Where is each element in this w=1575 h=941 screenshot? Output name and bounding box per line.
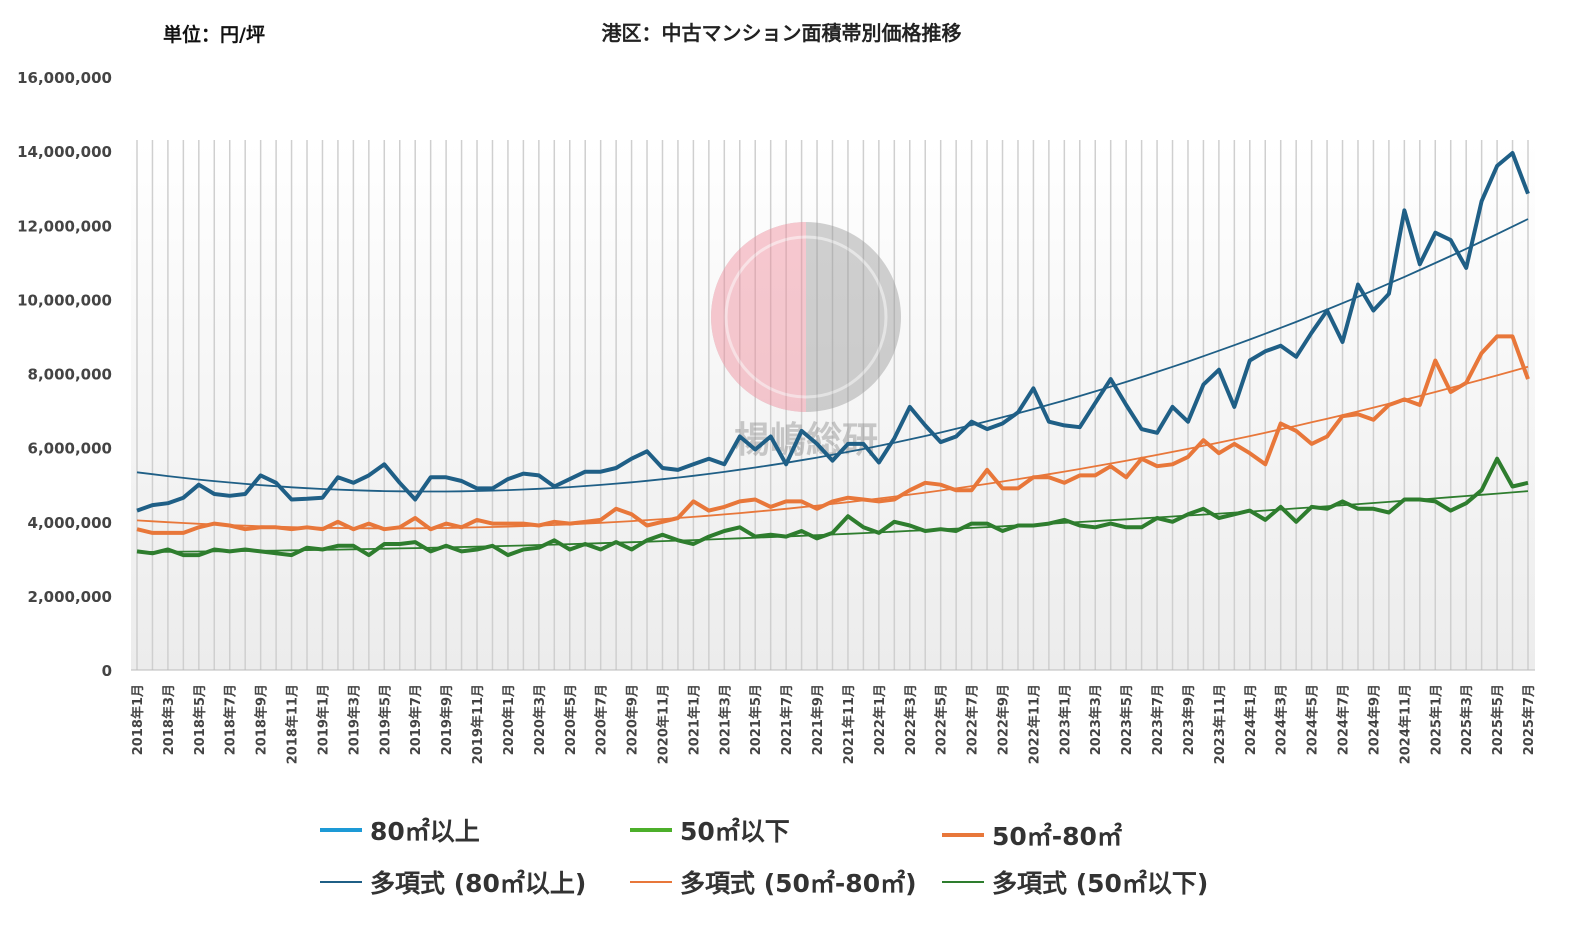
legend-label-50-under: 50㎡以下 xyxy=(680,817,790,846)
x-tick-label: 2023年3月 xyxy=(1088,684,1104,755)
gridlines xyxy=(131,140,1535,671)
chart-title: 港区：中古マンション面積帯別価格推移 xyxy=(0,17,1575,46)
legend-swatch-50-under xyxy=(630,828,672,832)
legend-label-80-plus: 80㎡以上 xyxy=(370,817,480,846)
x-tick-label: 2018年3月 xyxy=(161,684,177,755)
x-tick-label: 2020年9月 xyxy=(625,684,641,755)
x-axis: 2018年1月 2018年3月 2018年5月 2018年7月 2018年9月 2018年… xyxy=(130,684,1537,764)
x-tick-label: 2022年3月 xyxy=(903,684,919,755)
y-tick-label: 6,000,000 xyxy=(28,440,112,458)
x-tick-label: 2020年11月 xyxy=(655,684,671,764)
x-tick-label: 2019年9月 xyxy=(439,684,455,755)
x-tick-label: 2019年7月 xyxy=(408,684,424,755)
x-tick-label: 2021年5月 xyxy=(748,684,764,755)
x-tick-label: 2019年5月 xyxy=(377,684,393,755)
x-tick-label: 2018年7月 xyxy=(223,684,239,755)
x-tick-label: 2020年5月 xyxy=(563,684,579,755)
chart-title-text: 港区：中古マンション面積帯別価格推移 xyxy=(601,21,962,45)
legend-trend-swatch-50-under xyxy=(942,881,984,883)
y-tick-label: 8,000,000 xyxy=(28,366,112,384)
x-tick-label: 2021年9月 xyxy=(810,684,826,755)
x-tick-label: 2019年11月 xyxy=(470,684,486,764)
x-tick-label: 2018年1月 xyxy=(130,684,146,755)
x-tick-label: 2021年3月 xyxy=(717,684,733,755)
legend-label-50-80: 50㎡-80㎡ xyxy=(992,822,1122,851)
x-tick-label: 2018年11月 xyxy=(285,684,301,764)
x-tick-label: 2021年11月 xyxy=(841,684,857,764)
x-tick-label: 2021年7月 xyxy=(779,684,795,755)
legend-swatch-50-80 xyxy=(942,833,984,837)
x-tick-label: 2022年5月 xyxy=(934,684,950,755)
x-tick-label: 2019年3月 xyxy=(346,684,362,755)
x-tick-label: 2024年5月 xyxy=(1305,684,1321,755)
x-tick-label: 2025年3月 xyxy=(1459,684,1475,755)
x-tick-label: 2024年11月 xyxy=(1397,684,1413,764)
legend-50-under: 50㎡以下 xyxy=(630,812,790,848)
y-tick-label: 16,000,000 xyxy=(17,69,112,87)
legend-trend-50-80: 多項式 (50㎡-80㎡) xyxy=(630,864,917,900)
trendline-80-plus xyxy=(136,218,1529,493)
watermark-logo: 楊嶋総研 xyxy=(711,222,901,461)
x-tick-label: 2018年9月 xyxy=(254,684,270,755)
y-tick-label: 2,000,000 xyxy=(28,588,112,606)
x-tick-label: 2022年9月 xyxy=(996,684,1012,755)
legend-trend-swatch-50-80 xyxy=(630,881,672,883)
x-tick-label: 2020年7月 xyxy=(594,684,610,755)
y-tick-label: 10,000,000 xyxy=(17,291,112,309)
legend-trend-80-plus: 多項式 (80㎡以上) xyxy=(320,864,586,900)
x-tick-label: 2023年1月 xyxy=(1057,684,1073,755)
x-tick-label: 2024年7月 xyxy=(1336,684,1352,755)
series-lines xyxy=(136,151,1530,558)
x-tick-label: 2021年1月 xyxy=(686,684,702,755)
legend-swatch-80-plus xyxy=(320,828,362,832)
y-tick-label: 12,000,000 xyxy=(17,217,112,235)
x-tick-label: 2025年5月 xyxy=(1490,684,1506,755)
legend-50-80: 50㎡-80㎡ xyxy=(942,817,1122,853)
x-tick-label: 2022年11月 xyxy=(1026,684,1042,764)
x-tick-label: 2023年11月 xyxy=(1212,684,1228,764)
y-tick-label: 4,000,000 xyxy=(28,514,112,532)
x-tick-label: 2025年1月 xyxy=(1428,684,1444,755)
legend-trend-swatch-80-plus xyxy=(320,881,362,883)
x-tick-label: 2024年1月 xyxy=(1243,684,1259,755)
y-tick-label: 14,000,000 xyxy=(17,143,112,161)
x-tick-label: 2023年9月 xyxy=(1181,684,1197,755)
legend-trend-label-50-under: 多項式 (50㎡以下) xyxy=(992,869,1209,898)
x-tick-label: 2023年7月 xyxy=(1150,684,1166,755)
watermark-text: 楊嶋総研 xyxy=(734,420,878,461)
x-tick-label: 2020年1月 xyxy=(501,684,517,755)
legend-trend-label-50-80: 多項式 (50㎡-80㎡) xyxy=(680,869,917,898)
x-tick-label: 2020年3月 xyxy=(532,684,548,755)
unit-label: 単位：円/坪 xyxy=(163,24,265,46)
y-axis: 0 2,000,000 4,000,000 6,000,000 8,000,000 10,… xyxy=(17,69,112,680)
x-tick-label: 2023年5月 xyxy=(1119,684,1135,755)
x-tick-label: 2018年5月 xyxy=(192,684,208,755)
legend-trend-50-under: 多項式 (50㎡以下) xyxy=(942,864,1208,900)
x-tick-label: 2024年3月 xyxy=(1274,684,1290,755)
x-tick-label: 2024年9月 xyxy=(1366,684,1382,755)
x-tick-label: 2022年1月 xyxy=(872,684,888,755)
trendline-50-80 xyxy=(136,365,1529,530)
legend-80-plus: 80㎡以上 xyxy=(320,812,480,848)
x-tick-label: 2025年7月 xyxy=(1521,684,1537,755)
y-tick-label: 0 xyxy=(102,662,112,680)
x-tick-label: 2019年1月 xyxy=(315,684,331,755)
x-tick-label: 2022年7月 xyxy=(965,684,981,755)
legend-trend-label-80-plus: 多項式 (80㎡以上) xyxy=(370,869,587,898)
